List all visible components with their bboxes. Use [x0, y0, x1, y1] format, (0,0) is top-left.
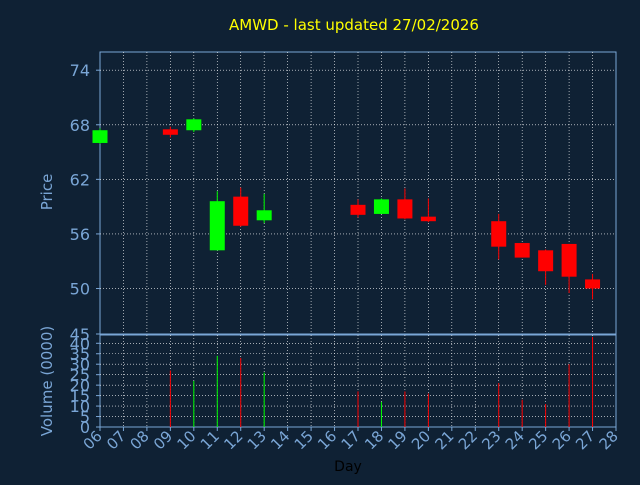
price-tick-label: 68: [70, 116, 90, 135]
x-tick-label: 27: [572, 427, 598, 453]
candle: [92, 128, 108, 144]
candle: [256, 193, 272, 224]
volume-tick-label: 35: [70, 345, 90, 364]
x-tick-label: 23: [478, 427, 504, 453]
price-axis-label: Price: [38, 174, 56, 211]
volume-axis-label: Volume (0000): [38, 326, 56, 436]
volume-tick-label: 20: [70, 376, 90, 395]
candle: [585, 273, 601, 300]
x-tick-label: 18: [361, 427, 387, 453]
candle: [397, 188, 413, 220]
candle-body: [256, 210, 272, 221]
volume-tick-label: 10: [70, 397, 90, 416]
x-tick-label: 15: [291, 427, 317, 453]
price-tick-label: 62: [70, 170, 90, 189]
volume-tick-label: 15: [70, 387, 90, 406]
x-tick-label: 11: [197, 427, 223, 453]
price-panel: 74 68 62 56 50 45: [70, 51, 617, 344]
x-tick-label: 10: [173, 427, 199, 453]
x-tick-label: 28: [596, 427, 622, 453]
candle: [162, 126, 178, 138]
x-tick-label: 20: [408, 427, 434, 453]
candle: [561, 243, 577, 294]
candle-body: [162, 129, 178, 135]
candle: [209, 191, 225, 251]
candle: [491, 213, 507, 260]
candle-body: [514, 243, 530, 258]
candle-body: [92, 130, 108, 143]
candle: [514, 243, 530, 258]
x-tick-label: 08: [127, 427, 153, 453]
candle-body: [491, 221, 507, 247]
candle: [233, 187, 249, 227]
candle-body: [373, 199, 389, 214]
x-tick-label: 24: [502, 427, 528, 453]
x-tick-label: 13: [244, 427, 270, 453]
price-tick-label: 56: [70, 225, 90, 244]
x-axis: 0607080910111213141516171819202122232425…: [80, 427, 622, 453]
price-tick-label: 50: [70, 280, 90, 299]
x-axis-label: Day: [334, 459, 362, 475]
volume-tick-label: 40: [70, 334, 90, 353]
volume-tick-label: 5: [80, 408, 90, 427]
candle-body: [420, 216, 436, 222]
price-tick-label: 45: [70, 325, 90, 344]
candle-body: [538, 250, 554, 272]
candle-body: [209, 201, 225, 251]
price-tick-label: 74: [70, 61, 90, 80]
volume-tick-label: 30: [70, 355, 90, 374]
candle: [373, 198, 389, 214]
x-tick-label: 22: [455, 427, 481, 453]
x-tick-label: 14: [267, 427, 293, 453]
candle: [350, 199, 366, 218]
candle-body: [397, 199, 413, 219]
candle-body: [350, 204, 366, 215]
x-tick-label: 09: [150, 427, 176, 453]
x-tick-label: 07: [103, 427, 129, 453]
chart-title: AMWD - last updated 27/02/2026: [229, 16, 479, 34]
candle-body: [233, 196, 249, 226]
candle-body: [585, 279, 601, 289]
x-tick-label: 21: [431, 427, 457, 453]
volume-tick-label: 25: [70, 366, 90, 385]
candle-body: [561, 243, 577, 277]
x-tick-label: 16: [314, 427, 340, 453]
x-tick-label: 26: [549, 427, 575, 453]
candle: [186, 118, 202, 133]
candle-body: [186, 119, 202, 131]
x-tick-label: 25: [525, 427, 551, 453]
x-tick-label: 17: [338, 427, 364, 453]
x-tick-label: 12: [220, 427, 246, 453]
candle: [420, 198, 436, 223]
candle: [538, 249, 554, 285]
x-tick-label: 19: [385, 427, 411, 453]
volume-tick-label: 0: [80, 418, 90, 437]
